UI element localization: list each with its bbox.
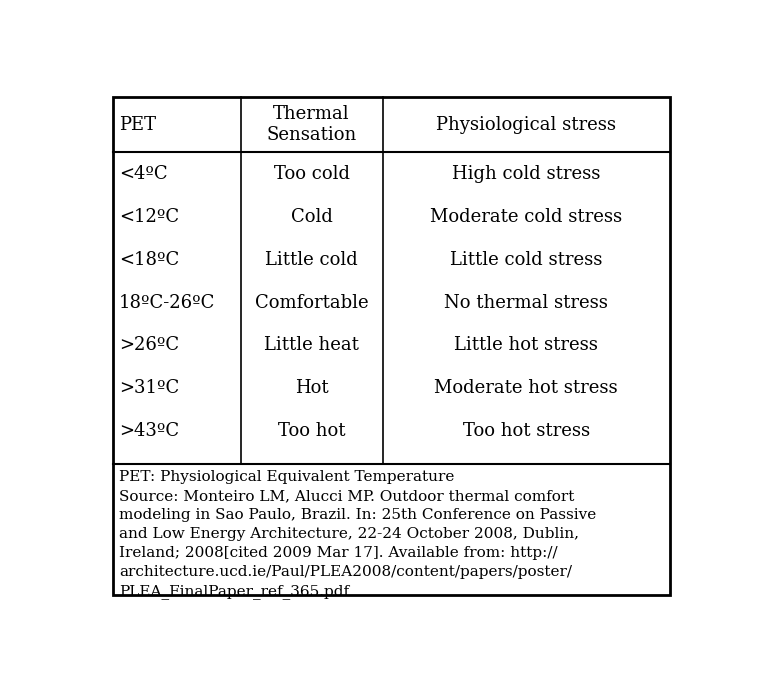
Text: Little cold: Little cold bbox=[265, 251, 358, 269]
Text: PET: PET bbox=[119, 116, 156, 134]
Text: Too cold: Too cold bbox=[274, 165, 350, 183]
Text: <18ºC: <18ºC bbox=[119, 251, 180, 269]
Text: Thermal
Sensation: Thermal Sensation bbox=[267, 105, 357, 144]
Text: >43ºC: >43ºC bbox=[119, 422, 180, 441]
Text: Moderate hot stress: Moderate hot stress bbox=[435, 379, 618, 397]
Text: Too hot: Too hot bbox=[278, 422, 345, 441]
Text: Too hot stress: Too hot stress bbox=[463, 422, 590, 441]
Text: <12ºC: <12ºC bbox=[119, 207, 180, 226]
Text: Little cold stress: Little cold stress bbox=[450, 251, 603, 269]
Text: Moderate cold stress: Moderate cold stress bbox=[430, 207, 623, 226]
Text: 18ºC-26ºC: 18ºC-26ºC bbox=[119, 294, 215, 311]
Text: Physiological stress: Physiological stress bbox=[436, 116, 617, 134]
Text: Little heat: Little heat bbox=[264, 337, 359, 354]
Text: Cold: Cold bbox=[290, 207, 332, 226]
Text: Hot: Hot bbox=[295, 379, 329, 397]
Text: Comfortable: Comfortable bbox=[255, 294, 368, 311]
Text: <4ºC: <4ºC bbox=[119, 165, 168, 183]
Text: Little hot stress: Little hot stress bbox=[455, 337, 598, 354]
Text: High cold stress: High cold stress bbox=[452, 165, 601, 183]
Text: No thermal stress: No thermal stress bbox=[445, 294, 608, 311]
Text: PET: Physiological Equivalent Temperature
Source: Monteiro LM, Alucci MP. Outdoo: PET: Physiological Equivalent Temperatur… bbox=[119, 470, 597, 598]
Text: >26ºC: >26ºC bbox=[119, 337, 180, 354]
Text: >31ºC: >31ºC bbox=[119, 379, 180, 397]
